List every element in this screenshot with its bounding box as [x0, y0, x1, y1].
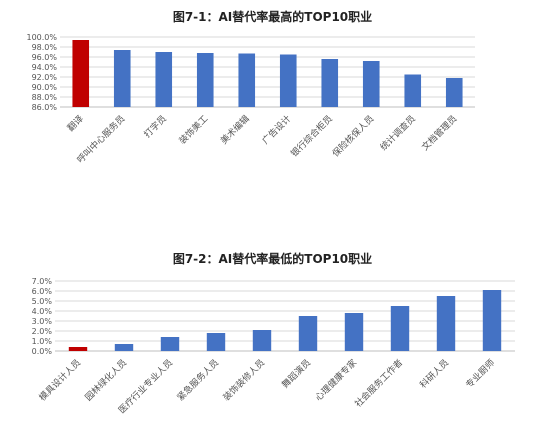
y-tick-label: 6.0%: [32, 287, 53, 296]
y-tick-label: 88.0%: [32, 93, 58, 102]
bar: [298, 316, 318, 351]
x-category-label: 社会服务工作者: [352, 357, 405, 410]
y-tick-label: 90.0%: [32, 83, 58, 92]
bar: [279, 54, 297, 107]
chart1-title: 图7-1：AI替代率最高的TOP10职业: [172, 10, 373, 24]
chart2-title: 图7-2：AI替代率最低的TOP10职业: [172, 252, 373, 266]
bar: [390, 306, 410, 351]
y-tick-label: 7.0%: [32, 277, 53, 286]
y-tick-label: 1.0%: [32, 337, 53, 346]
bar: [321, 59, 339, 107]
x-category-label: 专业厨师: [463, 357, 497, 391]
bar: [404, 74, 422, 107]
bar: [72, 40, 90, 107]
y-tick-label: 92.0%: [32, 73, 58, 82]
bar: [113, 50, 131, 107]
y-tick-label: 86.0%: [32, 103, 58, 112]
bar: [238, 53, 256, 107]
x-category-label: 模具设计人员: [36, 357, 83, 404]
y-tick-label: 5.0%: [32, 297, 53, 306]
bar: [155, 52, 173, 107]
bar: [68, 347, 88, 351]
x-category-label: 园林绿化人员: [82, 357, 129, 404]
x-category-label: 心理健康专家: [312, 357, 359, 404]
y-tick-label: 3.0%: [32, 317, 53, 326]
y-tick-label: 98.0%: [32, 43, 58, 52]
x-category-label: 舞蹈演员: [279, 357, 313, 391]
bar: [114, 344, 134, 351]
bar: [196, 53, 214, 107]
x-category-label: 装饰装修人员: [220, 357, 267, 404]
y-tick-label: 4.0%: [32, 307, 53, 316]
y-tick-label: 0.0%: [32, 347, 53, 356]
bar: [344, 313, 364, 351]
chart1-svg: 100.0%98.0%96.0%94.0%92.0%90.0%88.0%86.0…: [26, 33, 475, 166]
x-category-label: 紧急服务人员: [174, 357, 221, 404]
y-tick-label: 94.0%: [32, 63, 58, 72]
bar: [362, 61, 380, 107]
bar: [206, 333, 226, 351]
bar: [445, 78, 463, 107]
y-tick-label: 2.0%: [32, 327, 53, 336]
bar: [252, 330, 272, 351]
bar: [482, 290, 502, 351]
x-category-label: 科研人员: [417, 357, 451, 391]
bar: [160, 337, 180, 351]
bar: [436, 296, 456, 351]
y-tick-label: 96.0%: [32, 53, 58, 62]
y-tick-label: 100.0%: [26, 33, 57, 42]
